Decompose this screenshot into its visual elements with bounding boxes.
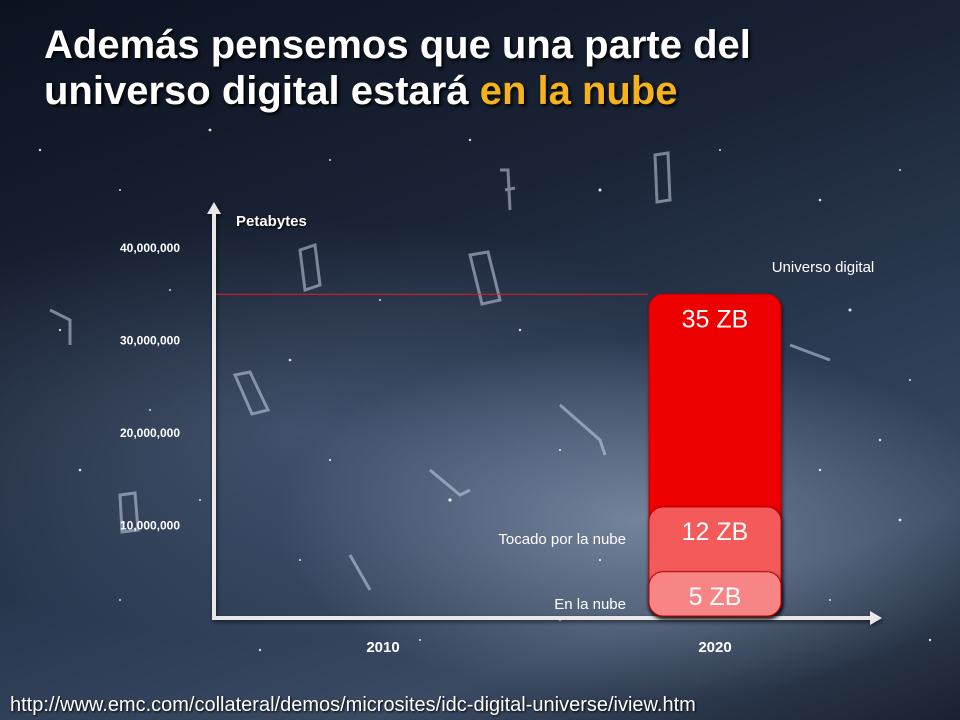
bar-value-label: 12 ZB — [682, 518, 749, 546]
series-label: En la nube — [554, 596, 626, 613]
y-axis-label: Petabytes — [236, 213, 307, 230]
x-axis-arrow — [870, 611, 882, 625]
bar-value-label: 5 ZB — [689, 583, 742, 611]
x-tick-label: 2020 — [698, 639, 731, 656]
source-url-link[interactable]: http://www.emc.com/collateral/demos/micr… — [10, 694, 696, 716]
slide-title: Además pensemos que una parte del univer… — [44, 22, 924, 114]
title-highlight: en la nube — [479, 69, 678, 113]
axes — [207, 202, 882, 625]
y-tick-label: 30,000,000 — [120, 334, 180, 348]
series-label: Tocado por la nube — [498, 531, 626, 548]
y-tick-label: 10,000,000 — [120, 519, 180, 533]
y-axis-arrow — [207, 202, 221, 214]
reference-line-label: Universo digital — [772, 259, 875, 276]
x-tick-label: 2010 — [366, 639, 399, 656]
title-main: Además pensemos que una parte del univer… — [44, 23, 751, 113]
bar-value-label: 35 ZB — [682, 305, 749, 333]
bar-3 — [648, 571, 782, 617]
y-tick-label: 20,000,000 — [120, 426, 180, 440]
y-tick-label: 40,000,000 — [120, 241, 180, 255]
